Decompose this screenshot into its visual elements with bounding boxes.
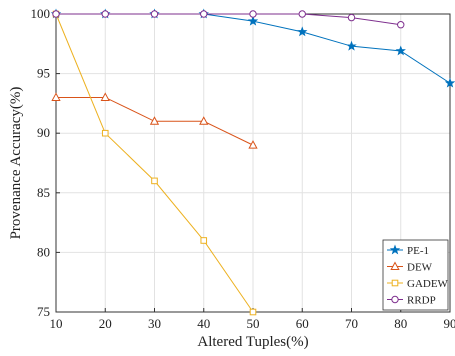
data-point-dew <box>51 92 61 101</box>
series-line-rrdp <box>56 13 401 26</box>
y-tick-label: 90 <box>37 125 50 140</box>
x-tick-label: 60 <box>296 316 309 331</box>
x-tick-label: 20 <box>99 316 112 331</box>
data-point-rrdp <box>397 21 405 29</box>
x-tick-label: 50 <box>247 316 260 331</box>
axes-layer: 10 20 30 40 50 60 70 80 90 75 80 85 90 95 100 <box>31 6 455 331</box>
series-gadew <box>52 10 257 316</box>
y-tick-label: 100 <box>31 6 51 21</box>
legend-label-dew: DEW <box>407 262 433 274</box>
data-point-rrdp <box>298 10 306 18</box>
legend-label-gadew: GADEW <box>407 278 449 290</box>
data-point-gadew <box>249 308 257 316</box>
data-point-dew <box>149 116 160 125</box>
x-tick-label: 30 <box>148 316 161 331</box>
data-point-pe-1 <box>247 15 259 26</box>
data-point-dew <box>199 116 209 125</box>
legend-marker-dew <box>390 261 400 270</box>
data-point-rrdp <box>101 10 109 18</box>
x-tick-label: 40 <box>197 316 210 331</box>
data-point-rrdp <box>347 13 356 22</box>
x-tick-label: 90 <box>444 316 455 331</box>
y-tick-label: 85 <box>37 185 50 200</box>
data-point-rrdp <box>249 10 257 18</box>
series-layer <box>50 8 455 316</box>
data-point-gadew <box>151 177 158 185</box>
grid-layer <box>55 13 451 313</box>
legend-label-rrdp: RRDP <box>407 295 436 307</box>
data-point-dew <box>100 92 110 101</box>
y-tick-label: 95 <box>37 66 50 81</box>
y-tick-label: 80 <box>37 244 50 259</box>
legend-marker-rrdp <box>391 295 399 304</box>
x-axis-label: Altered Tuples(%) <box>197 334 308 350</box>
data-point-pe-1 <box>444 77 455 88</box>
data-point-rrdp <box>150 10 159 18</box>
data-point-gadew <box>101 129 109 137</box>
x-tick-label: 80 <box>394 316 407 331</box>
data-point-pe-1 <box>297 26 308 37</box>
data-point-pe-1 <box>395 45 406 56</box>
y-tick-label: 75 <box>37 304 50 319</box>
x-tick-label: 10 <box>50 316 63 331</box>
data-point-rrdp <box>200 10 208 18</box>
legend-label-pe-1: PE-1 <box>407 245 429 257</box>
data-point-rrdp <box>52 10 60 18</box>
legend-marker-gadew <box>391 279 399 287</box>
series-dew <box>51 92 258 149</box>
x-tick-label: 70 <box>345 316 358 331</box>
legend: PE-1 DEW GADEW RRDP <box>382 239 449 311</box>
legend-marker-pe-1 <box>389 244 401 255</box>
data-point-gadew <box>200 237 208 244</box>
data-point-pe-1 <box>346 40 357 51</box>
y-axis-label: Provenance Accuracy(%) <box>8 87 24 240</box>
series-rrdp <box>52 10 405 29</box>
data-point-dew <box>248 140 258 149</box>
